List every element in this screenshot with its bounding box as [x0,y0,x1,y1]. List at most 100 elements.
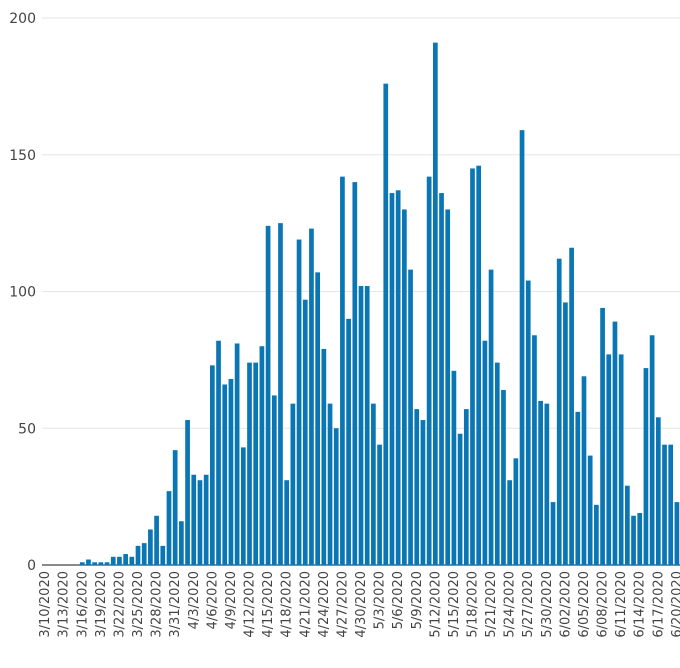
bar [402,209,407,565]
x-tick-label: 3/31/2020 [168,571,183,638]
bar [371,403,376,565]
x-tick-label: 5/3/2020 [373,571,388,629]
bar [377,444,382,565]
y-tick-label: 0 [27,558,36,574]
bar [519,130,525,565]
bar [674,502,680,565]
x-tick-label: 3/13/2020 [57,571,72,638]
bar [482,340,488,565]
bar [79,562,85,565]
bar [104,562,110,565]
bar [408,269,413,565]
bar [222,384,228,565]
x-tick-label: 3/19/2020 [94,571,109,638]
bar [569,247,574,566]
bar [265,225,271,566]
y-tick-label: 100 [9,285,36,301]
bar [278,223,283,566]
bar [309,228,314,565]
x-tick-label: 5/27/2020 [521,571,536,638]
x-tick-label: 4/27/2020 [335,571,350,638]
x-tick-label: 3/16/2020 [75,571,90,638]
bar [525,280,531,565]
bar [618,354,624,565]
bar [432,42,438,566]
bar [172,450,178,565]
bar [123,554,128,565]
x-tick-label: 5/18/2020 [466,571,481,638]
bar [513,458,519,565]
bar [612,321,618,565]
bar [203,474,209,565]
bar [420,420,426,565]
bar [247,362,252,565]
bar [631,515,636,565]
bar [439,193,444,566]
x-tick-label: 3/22/2020 [112,571,127,638]
x-tick-label: 5/6/2020 [391,571,406,629]
bar [600,307,605,565]
bar [302,299,308,565]
bar [563,302,568,565]
x-tick-label: 4/3/2020 [187,571,202,629]
bar [383,83,389,565]
bar [637,513,643,565]
bar [216,340,221,565]
bar [488,269,494,565]
bar [550,502,556,565]
bar [290,403,296,565]
bar [575,411,581,565]
bar [606,354,612,565]
x-tick-label: 6/08/2020 [596,571,611,638]
bar [414,409,420,565]
x-tick-label: 4/18/2020 [280,571,295,638]
bar [228,379,234,565]
bar [463,409,469,565]
bar [185,420,190,565]
bar [581,376,587,565]
x-tick-label: 6/05/2020 [577,571,592,638]
bar [470,168,475,565]
bar [333,428,339,565]
bar [284,480,290,565]
bar [457,433,463,565]
x-tick-label: 4/15/2020 [261,571,276,638]
bar [117,556,122,565]
bar [445,209,451,565]
bar [209,365,215,565]
bar [556,258,562,565]
y-tick-label: 200 [9,11,36,27]
x-axis-tick-labels: 3/10/2020 3/13/2020 3/16/2020 3/19/2020 3/22… [38,571,680,638]
bar [271,395,277,565]
x-tick-label: 5/21/2020 [484,571,499,638]
bar [662,444,667,565]
bar [501,389,506,565]
x-tick-label: 6/11/2020 [614,571,629,638]
bar [649,335,655,565]
bar [141,543,147,565]
bar [160,545,166,565]
bar [110,556,116,565]
bar [197,480,203,565]
x-tick-label: 4/6/2020 [205,571,220,629]
x-tick-label: 5/24/2020 [503,571,518,638]
bar [315,272,320,565]
bar [625,485,630,565]
x-tick-label: 3/28/2020 [150,571,165,638]
bar [240,447,246,565]
bar [532,335,537,565]
bar [148,529,153,565]
x-tick-label: 4/30/2020 [354,571,369,638]
x-tick-label: 4/9/2020 [224,571,239,629]
x-tick-label: 5/30/2020 [540,571,555,638]
y-tick-label: 150 [9,148,36,164]
bar-series [79,42,680,566]
x-tick-label: 5/9/2020 [410,571,425,629]
y-axis-tick-labels: 0 50 100 150 200 [9,11,36,574]
x-tick-label: 5/12/2020 [428,571,443,638]
x-tick-label: 3/10/2020 [38,571,53,638]
bar [321,348,327,565]
x-tick-label: 3/25/2020 [131,571,146,638]
bar [587,455,593,565]
